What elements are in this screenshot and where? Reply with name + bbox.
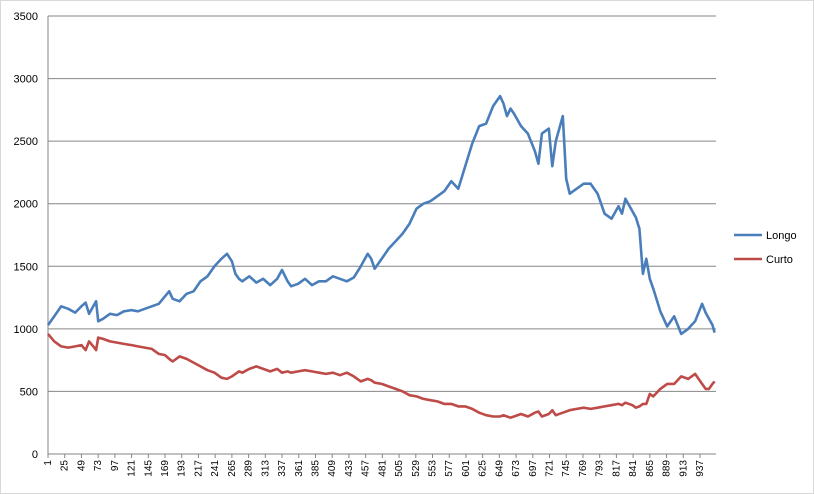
y-tick-label: 500 — [20, 386, 38, 398]
x-tick-label: 25 — [60, 460, 71, 472]
x-tick-label: 865 — [645, 460, 656, 477]
gridlines — [48, 15, 716, 455]
x-tick-label: 769 — [578, 460, 589, 477]
y-tick-label: 1500 — [14, 261, 38, 273]
x-tick-label: 937 — [695, 460, 706, 477]
series-line-longo — [46, 94, 716, 336]
x-tick-label: 97 — [110, 460, 121, 472]
x-tick-label: 169 — [160, 460, 171, 477]
x-tick-label: 745 — [561, 460, 572, 477]
x-tick-label: 265 — [227, 460, 238, 477]
x-tick-label: 337 — [277, 460, 288, 477]
x-tick-label: 121 — [127, 460, 138, 477]
y-tick-label: 3000 — [14, 74, 38, 86]
x-tick-label: 193 — [177, 460, 188, 477]
x-tick-label: 385 — [310, 460, 321, 477]
x-tick-label: 817 — [611, 460, 622, 477]
legend-label-curto: Curto — [766, 254, 793, 266]
x-tick-label: 721 — [545, 460, 556, 477]
x-tick-label: 409 — [327, 460, 338, 477]
x-tick-label: 649 — [494, 460, 505, 477]
y-tick-label: 0 — [32, 449, 38, 461]
series-line-curto — [47, 333, 716, 419]
x-tick-label: 673 — [511, 460, 522, 477]
x-tick-label: 73 — [93, 460, 104, 472]
series-lines — [46, 94, 716, 419]
x-tick-label: 577 — [444, 460, 455, 477]
x-tick-label: 241 — [210, 460, 221, 477]
x-tick-label: 361 — [294, 460, 305, 477]
x-tick-label: 553 — [428, 460, 439, 477]
x-tick-label: 433 — [344, 460, 355, 477]
x-tick-label: 841 — [628, 460, 639, 477]
x-tick-label: 217 — [193, 460, 204, 477]
y-tick-label: 2000 — [14, 199, 38, 211]
legend-label-longo: Longo — [766, 230, 797, 242]
x-tick-label: 289 — [244, 460, 255, 477]
x-tick-label: 505 — [394, 460, 405, 477]
x-tick-label: 313 — [260, 460, 271, 477]
x-tick-label: 601 — [461, 460, 472, 477]
x-axis: 1 25 49 73 97 121 145 169 193 217 241 265 289 313 337 3… — [43, 16, 716, 477]
x-tick-label: 913 — [678, 460, 689, 477]
legend: Longo Curto — [734, 230, 797, 266]
x-tick-label: 481 — [377, 460, 388, 477]
x-tick-label: 49 — [76, 460, 87, 472]
x-tick-label: 625 — [478, 460, 489, 477]
x-tick-label: 889 — [662, 460, 673, 477]
y-tick-label: 2500 — [14, 136, 38, 148]
x-tick-label: 145 — [143, 460, 154, 477]
x-tick-label: 697 — [528, 460, 539, 477]
x-tick-label: 457 — [361, 460, 372, 477]
y-tick-label: 1000 — [14, 324, 38, 336]
x-tick-label: 793 — [595, 460, 606, 477]
y-tick-label: 3500 — [14, 11, 38, 23]
y-axis-tick-labels: 0 500 1000 1500 2000 2500 3000 3500 — [14, 11, 38, 461]
x-tick-label: 529 — [411, 460, 422, 477]
x-tick-label: 1 — [43, 460, 54, 466]
